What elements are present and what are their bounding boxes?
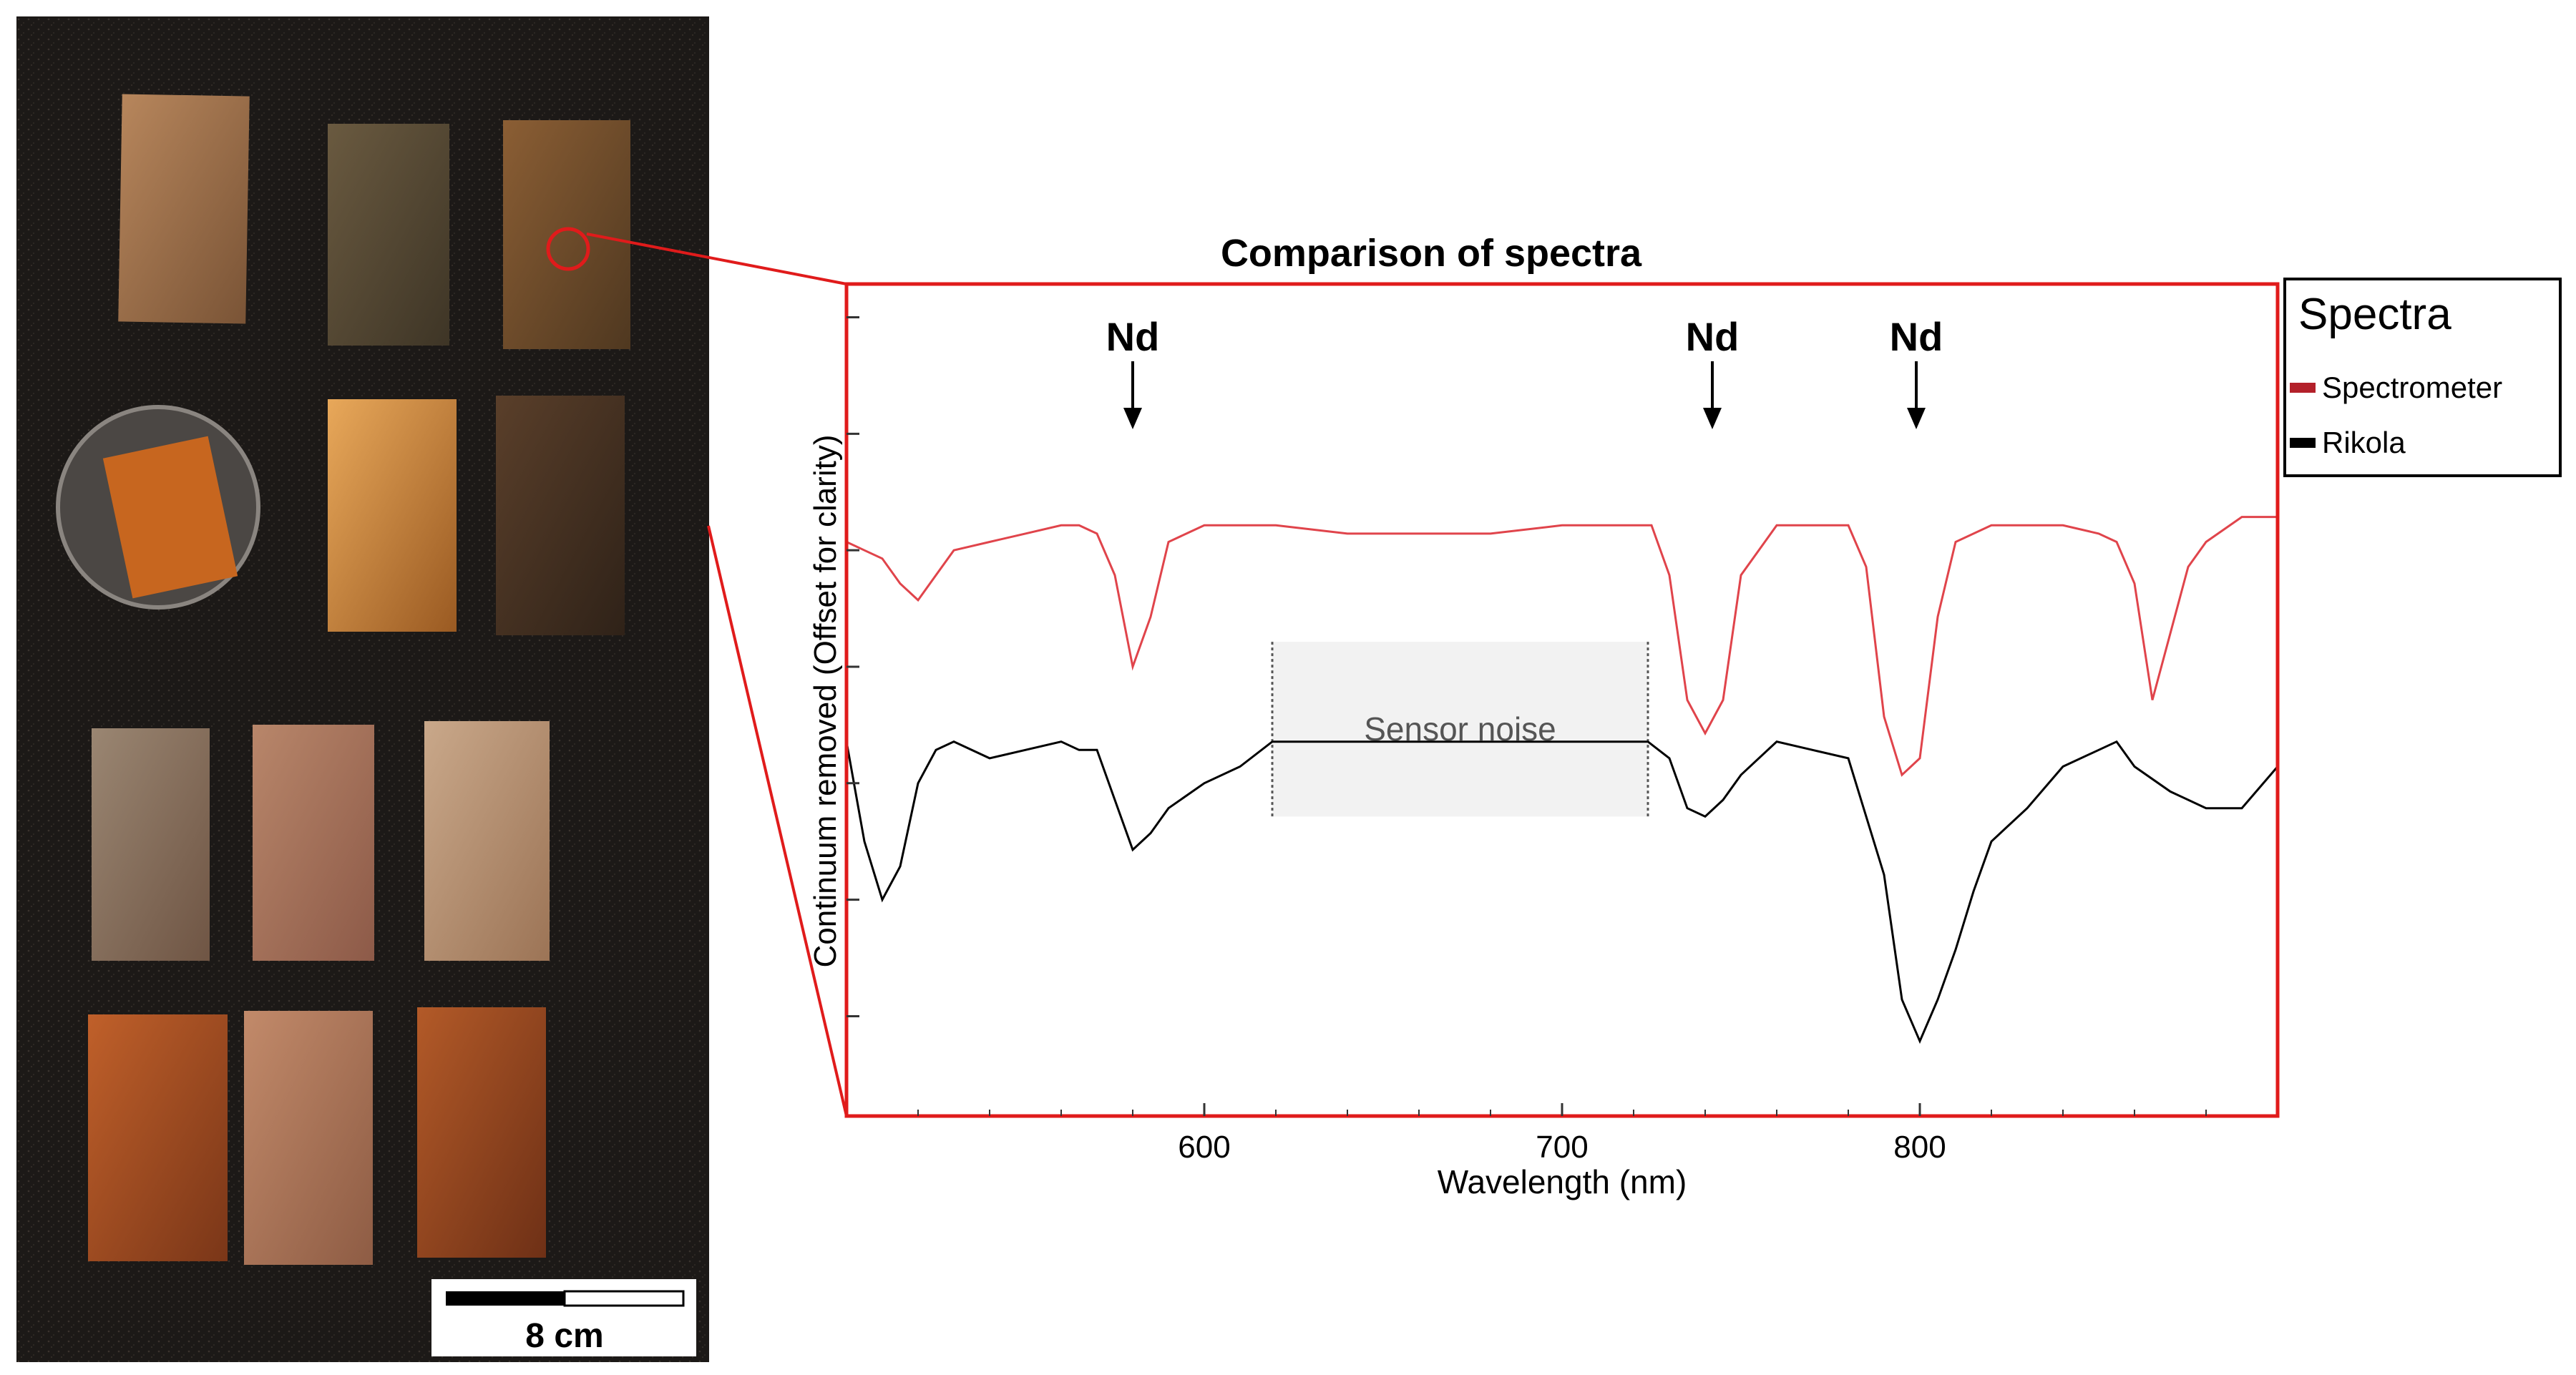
legend-title: Spectra <box>2298 290 2451 339</box>
chart-title: Comparison of spectra <box>1221 232 1642 275</box>
zoom-connector-top <box>586 233 847 285</box>
rock-sample <box>417 1007 546 1258</box>
scale-bar-white <box>563 1290 685 1307</box>
legend-label-spectrometer: Spectrometer <box>2322 371 2502 404</box>
nd-annotation-arrowhead <box>1123 408 1142 429</box>
legend-swatch-rikola <box>2290 438 2316 448</box>
nd-annotation-arrowhead <box>1703 408 1722 429</box>
rock-sample <box>92 728 210 961</box>
zoom-connector-bottom <box>707 525 848 1117</box>
rock-sample <box>118 94 250 324</box>
legend: Spectra Spectrometer Rikola <box>2283 278 2562 477</box>
x-tick-label: 800 <box>1893 1130 1946 1165</box>
rock-sample <box>496 396 625 635</box>
nd-annotation-arrowhead <box>1907 408 1926 429</box>
rock-sample <box>503 120 630 349</box>
nd-annotation-label: Nd <box>1106 314 1160 359</box>
sensor-noise-box <box>1272 642 1648 817</box>
legend-box <box>2283 278 2562 477</box>
y-axis-ticks <box>847 316 859 1017</box>
nd-annotation-label: Nd <box>1686 314 1740 359</box>
rock-sample <box>328 399 457 632</box>
scale-bar-black <box>446 1291 565 1306</box>
rock-sample <box>328 124 449 346</box>
scale-bar-label: 8 cm <box>525 1317 603 1355</box>
rock-sample <box>102 436 238 599</box>
sample-highlight-circle <box>546 227 590 271</box>
rock-samples-photo: 8 cm <box>16 16 709 1362</box>
x-axis-ticks: 600 700 800 <box>917 1103 2207 1165</box>
y-axis-label: Continuum removed (Offset for clarity) <box>808 435 843 968</box>
x-tick-label: 600 <box>1178 1130 1230 1165</box>
x-axis-label: Wavelength (nm) <box>1438 1163 1687 1200</box>
series-line-spectrometer <box>846 516 2278 777</box>
series-line-rikola <box>845 740 2279 1044</box>
rock-sample <box>244 1011 373 1265</box>
x-tick-label: 700 <box>1536 1130 1588 1165</box>
rock-sample <box>424 721 550 961</box>
legend-swatch-spectrometer <box>2290 383 2316 393</box>
nd-annotation-label: Nd <box>1890 314 1943 359</box>
legend-label-rikola: Rikola <box>2322 426 2406 459</box>
rock-sample <box>88 1014 228 1261</box>
rock-sample <box>253 725 374 961</box>
annotations: Nd Nd Nd <box>1106 314 1943 429</box>
